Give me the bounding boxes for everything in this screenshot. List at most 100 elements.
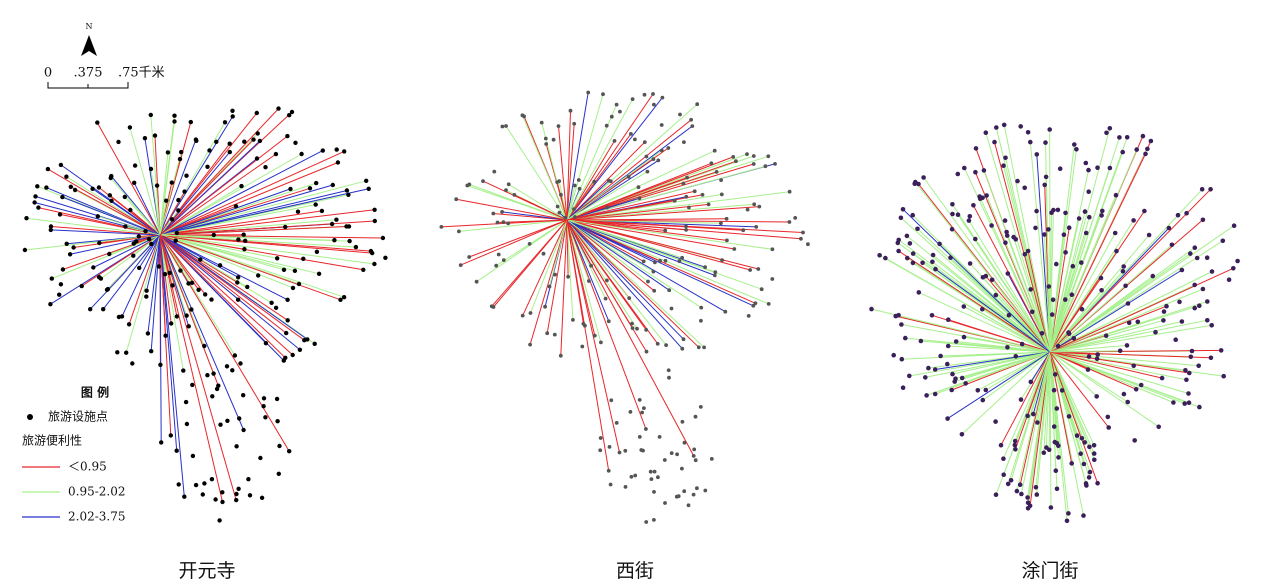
facility-point xyxy=(553,272,557,277)
facility-point xyxy=(1153,329,1158,335)
facility-point xyxy=(663,501,667,505)
flow-line xyxy=(505,125,568,221)
facility-point xyxy=(263,165,268,170)
flow-line xyxy=(566,219,634,329)
flow-line xyxy=(566,219,735,250)
facility-point xyxy=(1189,348,1195,354)
facility-point xyxy=(174,314,180,319)
facility-point xyxy=(1179,267,1185,273)
facility-point xyxy=(205,373,210,378)
facility-point xyxy=(1226,277,1232,283)
facility-point xyxy=(504,124,508,128)
facility-point xyxy=(1012,442,1018,448)
facility-point xyxy=(932,367,938,372)
flow-line xyxy=(963,336,1051,353)
flow-line xyxy=(1043,234,1051,353)
legend-item: 旅游设施点 xyxy=(48,410,108,424)
facility-point xyxy=(801,230,805,235)
facility-point xyxy=(1117,135,1122,140)
facility-point xyxy=(116,139,121,145)
facility-point xyxy=(1013,447,1018,452)
facility-point xyxy=(544,142,549,146)
facility-point xyxy=(213,497,218,502)
facility-point xyxy=(237,416,242,421)
facility-point xyxy=(652,288,657,293)
flow-line xyxy=(159,232,177,236)
flow-line xyxy=(159,184,333,236)
facility-point xyxy=(973,236,978,242)
flow-line xyxy=(159,234,375,265)
facility-point xyxy=(1092,457,1097,463)
flow-line xyxy=(566,219,705,348)
facility-point xyxy=(162,272,168,277)
facility-point xyxy=(921,175,926,180)
facility-point xyxy=(1047,127,1052,132)
flow-line xyxy=(159,182,317,236)
facility-point xyxy=(614,421,619,425)
facility-point xyxy=(90,186,95,191)
facility-point xyxy=(953,339,959,344)
facility-point xyxy=(124,350,129,355)
facility-point xyxy=(695,486,699,491)
facility-point xyxy=(48,224,54,229)
facility-point xyxy=(539,120,544,125)
facility-point xyxy=(1069,292,1075,298)
facility-point xyxy=(799,236,803,241)
facility-point xyxy=(176,208,181,213)
facility-point xyxy=(1197,404,1202,410)
facility-point xyxy=(699,318,703,323)
facility-point xyxy=(1188,251,1193,256)
facility-point xyxy=(971,203,976,208)
facility-point xyxy=(506,221,511,226)
facility-point xyxy=(335,160,341,165)
flow-line xyxy=(566,219,666,231)
facility-point xyxy=(200,492,205,497)
flow-line xyxy=(1049,351,1199,367)
facility-point xyxy=(230,108,235,114)
facility-point xyxy=(158,362,163,367)
facility-point xyxy=(1015,178,1020,184)
flow-line xyxy=(159,115,175,236)
facility-point xyxy=(1033,225,1038,231)
facility-point xyxy=(60,194,65,200)
facility-point xyxy=(1028,379,1034,385)
facility-point xyxy=(148,166,154,172)
facility-point xyxy=(1046,227,1051,232)
flow-line xyxy=(1029,351,1051,506)
flow-line xyxy=(566,219,574,320)
facility-point xyxy=(644,349,649,354)
facility-point xyxy=(693,414,698,419)
flow-line xyxy=(885,257,1051,353)
flow-line xyxy=(566,94,604,221)
facility-point xyxy=(642,140,647,145)
flow-line xyxy=(159,188,369,236)
facility-point xyxy=(241,427,246,433)
facility-point xyxy=(58,162,64,168)
facility-point xyxy=(496,252,501,257)
facility-point xyxy=(1056,455,1061,460)
panel-label: 开元寺 xyxy=(178,560,235,582)
facility-point xyxy=(910,251,916,256)
flow-line xyxy=(159,234,285,361)
flow-line xyxy=(1049,149,1138,353)
facility-point xyxy=(907,373,912,379)
facility-point xyxy=(734,159,738,164)
facility-point xyxy=(607,445,612,449)
flow-line xyxy=(566,140,615,221)
flow-line xyxy=(508,183,568,221)
facility-point xyxy=(674,494,679,499)
facility-point xyxy=(154,183,160,188)
flow-line xyxy=(1049,351,1137,390)
flow-line xyxy=(972,205,1051,353)
flow-line xyxy=(458,219,568,232)
facility-point xyxy=(285,297,290,302)
facility-point xyxy=(346,224,352,229)
flow-line xyxy=(566,219,683,259)
facility-point xyxy=(123,224,128,229)
facility-point xyxy=(1011,234,1016,240)
facility-point xyxy=(97,240,102,246)
facility-point xyxy=(467,182,472,187)
facility-point xyxy=(1066,511,1071,516)
facility-point xyxy=(261,404,266,409)
flow-line xyxy=(469,183,568,221)
